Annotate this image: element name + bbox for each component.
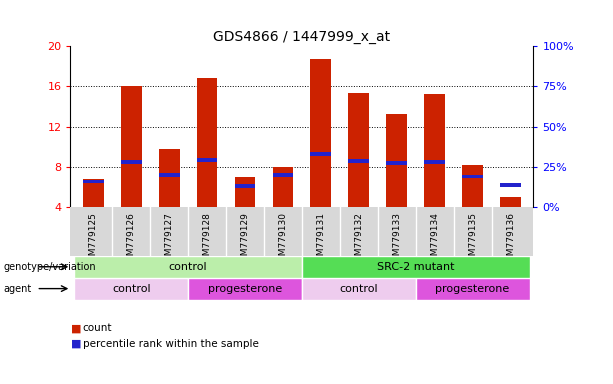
- Text: agent: agent: [3, 284, 31, 294]
- Text: control: control: [340, 284, 378, 294]
- Text: GSM779127: GSM779127: [165, 212, 173, 267]
- Bar: [348, 93, 369, 207]
- Text: GSM779128: GSM779128: [202, 212, 211, 267]
- Bar: [74, 278, 188, 300]
- Text: percentile rank within the sample: percentile rank within the sample: [83, 339, 259, 349]
- Bar: [416, 278, 530, 300]
- Bar: [188, 278, 302, 300]
- Bar: [348, 159, 369, 163]
- Bar: [83, 179, 104, 207]
- Text: progesterone: progesterone: [208, 284, 282, 294]
- Bar: [159, 149, 180, 207]
- Text: GSM779132: GSM779132: [354, 212, 364, 267]
- Text: GSM779130: GSM779130: [278, 212, 287, 267]
- Text: GSM779131: GSM779131: [316, 212, 326, 267]
- Text: count: count: [83, 323, 112, 333]
- Bar: [462, 174, 483, 178]
- Bar: [310, 152, 331, 156]
- Bar: [235, 184, 256, 188]
- Text: ■: ■: [70, 339, 81, 349]
- Text: progesterone: progesterone: [435, 284, 510, 294]
- Bar: [500, 183, 521, 187]
- Bar: [235, 177, 256, 207]
- Text: GSM779133: GSM779133: [392, 212, 402, 267]
- Bar: [121, 160, 142, 164]
- Text: GSM779134: GSM779134: [430, 212, 439, 267]
- Text: GSM779125: GSM779125: [89, 212, 97, 267]
- Bar: [197, 159, 218, 162]
- Text: ■: ■: [70, 323, 81, 333]
- Text: control: control: [112, 284, 151, 294]
- Bar: [424, 160, 445, 164]
- Text: genotype/variation: genotype/variation: [3, 262, 96, 272]
- Bar: [159, 173, 180, 177]
- Title: GDS4866 / 1447999_x_at: GDS4866 / 1447999_x_at: [213, 30, 390, 44]
- Bar: [386, 114, 407, 207]
- Bar: [462, 165, 483, 207]
- Text: GSM779126: GSM779126: [127, 212, 135, 267]
- Bar: [302, 278, 416, 300]
- Bar: [302, 256, 530, 278]
- Bar: [83, 180, 104, 184]
- Bar: [121, 86, 142, 207]
- Text: SRC-2 mutant: SRC-2 mutant: [377, 262, 454, 272]
- Bar: [74, 256, 302, 278]
- Bar: [310, 59, 331, 207]
- Text: GSM779136: GSM779136: [506, 212, 515, 267]
- Bar: [273, 173, 294, 177]
- Bar: [197, 78, 218, 207]
- Bar: [500, 197, 521, 207]
- Text: control: control: [169, 262, 207, 272]
- Text: GSM779135: GSM779135: [468, 212, 477, 267]
- Text: GSM779129: GSM779129: [240, 212, 249, 267]
- Bar: [424, 94, 445, 207]
- Bar: [386, 161, 407, 165]
- Bar: [273, 167, 294, 207]
